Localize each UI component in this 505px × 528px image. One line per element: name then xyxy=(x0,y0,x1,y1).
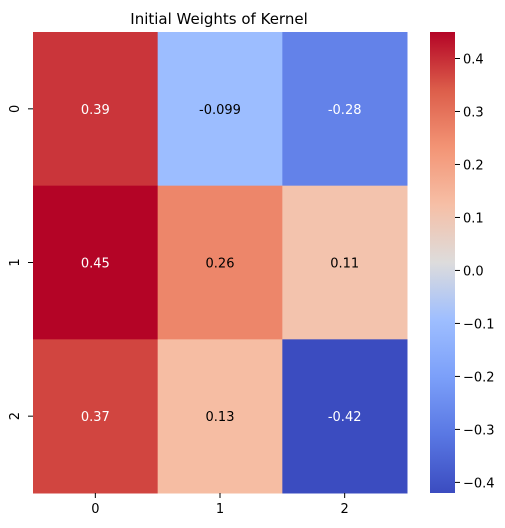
heatmap-cell xyxy=(282,185,408,340)
colorbar-tick-label: 0.4 xyxy=(463,52,484,67)
cell-value-label: 0.26 xyxy=(206,257,235,272)
y-tick-label: 1 xyxy=(8,258,23,266)
chart-title: Initial Weights of Kernel xyxy=(130,10,307,28)
colorbar xyxy=(430,32,455,493)
cell-value-label: 0.39 xyxy=(81,103,110,118)
x-tick-label: 0 xyxy=(91,502,99,517)
cell-value-label: 0.45 xyxy=(81,257,110,272)
heatmap-cell xyxy=(33,185,159,340)
colorbar-tick-label: −0.1 xyxy=(463,317,495,332)
cell-value-label: 0.37 xyxy=(81,410,110,425)
heatmap-cell xyxy=(33,32,159,187)
heatmap-cell xyxy=(33,339,159,494)
colorbar-tick-label: −0.3 xyxy=(463,423,495,438)
heatmap-cell xyxy=(157,185,283,340)
heatmap-cell xyxy=(282,339,408,494)
heatmap-cell xyxy=(157,339,283,494)
colorbar-tick-label: 0.1 xyxy=(463,211,484,226)
y-tick-label: 2 xyxy=(8,412,23,420)
colorbar-tick-label: −0.4 xyxy=(463,476,495,491)
cell-value-label: 0.13 xyxy=(206,410,235,425)
colorbar-tick-label: 0.2 xyxy=(463,158,484,173)
heatmap-cells: 0.39 -0.099 -0.28 0.45 0.26 0.11 0.37 0.13 -0.42 xyxy=(33,32,408,494)
cell-value-label: 0.11 xyxy=(330,257,359,272)
cell-value-label: -0.42 xyxy=(328,410,362,425)
y-axis: 0 1 2 xyxy=(8,105,33,420)
cell-value-label: -0.099 xyxy=(199,103,241,118)
x-axis: 0 1 2 xyxy=(91,493,349,517)
x-tick-label: 2 xyxy=(341,502,349,517)
colorbar-axis: 0.4 0.3 0.2 0.1 0.0 −0.1 −0.2 −0.3 −0.4 xyxy=(455,52,495,491)
y-tick-label: 0 xyxy=(8,105,23,113)
x-tick-label: 1 xyxy=(216,502,224,517)
colorbar-tick-label: 0.0 xyxy=(463,264,484,279)
cell-value-label: -0.28 xyxy=(328,103,362,118)
colorbar-tick-label: −0.2 xyxy=(463,370,495,385)
colorbar-tick-label: 0.3 xyxy=(463,105,484,120)
heatmap-cell xyxy=(282,32,408,187)
heatmap-cell xyxy=(157,32,283,187)
